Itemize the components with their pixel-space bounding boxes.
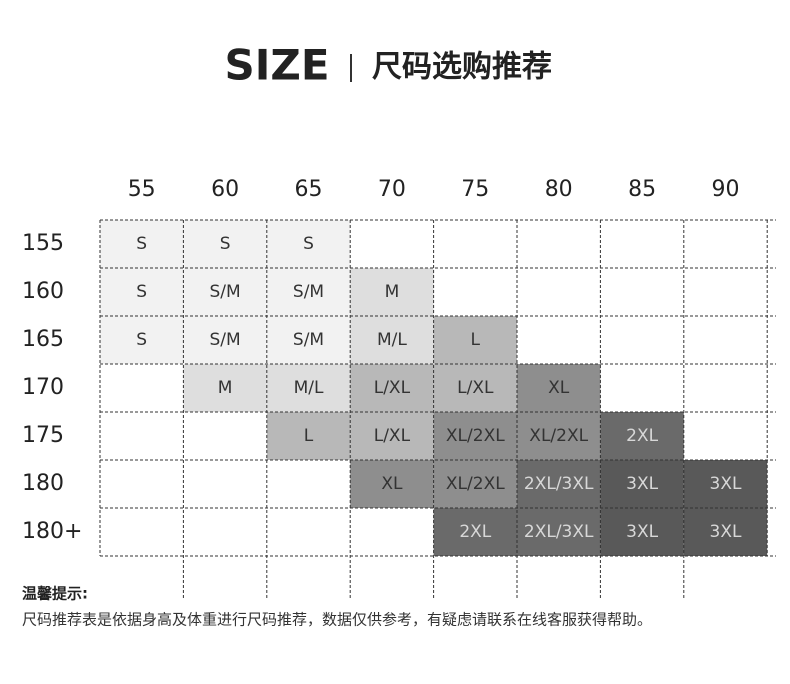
cell-text: L <box>304 426 314 446</box>
column-header: 55 <box>128 177 156 202</box>
cell-text: L <box>471 330 481 350</box>
cell-fill <box>683 508 768 556</box>
cell-fill <box>350 364 434 412</box>
cell-fill <box>183 220 267 268</box>
cell-fill <box>350 460 434 508</box>
cell-fill <box>683 460 768 508</box>
row-header: 170 <box>22 375 64 400</box>
cell-text: 3XL <box>710 474 742 494</box>
cell-text: S <box>136 234 147 254</box>
title: SIZE <box>224 41 329 90</box>
row-header: 160 <box>22 279 64 304</box>
row-header: 180 <box>22 471 64 496</box>
cell-text: M/L <box>377 330 407 350</box>
cell-text: S/M <box>210 282 241 302</box>
cell-fill <box>433 364 517 412</box>
cell-fill <box>600 508 684 556</box>
cell-fill <box>266 268 351 316</box>
column-header: 60 <box>211 177 239 202</box>
cell-fill <box>517 508 601 556</box>
cell-fill <box>600 460 684 508</box>
cell-fill <box>183 268 267 316</box>
cell-fill <box>350 316 434 364</box>
cell-text: L/XL <box>374 378 411 398</box>
cell-fill <box>517 412 601 460</box>
subtitle: 尺码选购推荐 <box>372 50 552 85</box>
cell-fill <box>266 364 351 412</box>
cell-text: S/M <box>293 330 324 350</box>
cell-text: S <box>136 282 147 302</box>
cell-text: 2XL <box>626 426 658 446</box>
cell-fill <box>183 364 267 412</box>
cell-fill <box>100 316 184 364</box>
cell-fill <box>433 460 517 508</box>
cell-text: XL/2XL <box>446 426 505 446</box>
cell-text: S <box>136 330 147 350</box>
cell-fill <box>100 220 184 268</box>
row-header: 180+ <box>22 519 82 544</box>
row-header: 175 <box>22 423 64 448</box>
cell-text: M <box>385 282 400 302</box>
cell-text: S/M <box>293 282 324 302</box>
cell-fill <box>350 412 434 460</box>
row-header: 165 <box>22 327 64 352</box>
row-header: 155 <box>22 231 64 256</box>
cell-text: XL <box>381 474 403 494</box>
cell-text: 2XL <box>459 522 491 542</box>
cell-fill <box>183 316 267 364</box>
cell-text: M <box>218 378 233 398</box>
cell-text: 3XL <box>626 522 658 542</box>
cell-fill <box>517 364 601 412</box>
column-header: 90 <box>712 177 740 202</box>
cell-text: 2XL/3XL <box>524 474 594 494</box>
cell-text: 3XL <box>626 474 658 494</box>
note-title: 温馨提示: <box>22 585 88 603</box>
cell-text: S <box>220 234 231 254</box>
cell-fill <box>433 316 517 364</box>
column-header: 75 <box>461 177 489 202</box>
cell-text: 2XL/3XL <box>524 522 594 542</box>
cell-fill <box>517 460 601 508</box>
cell-text: XL/2XL <box>529 426 588 446</box>
column-header: 80 <box>545 177 573 202</box>
cell-fill <box>600 412 684 460</box>
column-header: 85 <box>628 177 656 202</box>
cell-text: XL <box>548 378 570 398</box>
cell-fill <box>350 268 434 316</box>
column-header: 65 <box>295 177 323 202</box>
column-header: 70 <box>378 177 406 202</box>
cell-fill <box>433 412 517 460</box>
cell-fill <box>266 316 351 364</box>
cell-text: L/XL <box>374 426 411 446</box>
cell-fill <box>266 412 351 460</box>
cell-fill <box>433 508 517 556</box>
cell-text: S/M <box>210 330 241 350</box>
cell-fill <box>266 220 351 268</box>
cell-text: S <box>303 234 314 254</box>
cell-text: M/L <box>294 378 324 398</box>
cell-text: L/XL <box>457 378 494 398</box>
cell-fill <box>100 268 184 316</box>
cell-text: XL/2XL <box>446 474 505 494</box>
cell-text: 3XL <box>710 522 742 542</box>
note-text: 尺码推荐表是依据身高及体重进行尺码推荐，数据仅供参考，有疑虑请联系在线客服获得帮… <box>22 611 652 629</box>
